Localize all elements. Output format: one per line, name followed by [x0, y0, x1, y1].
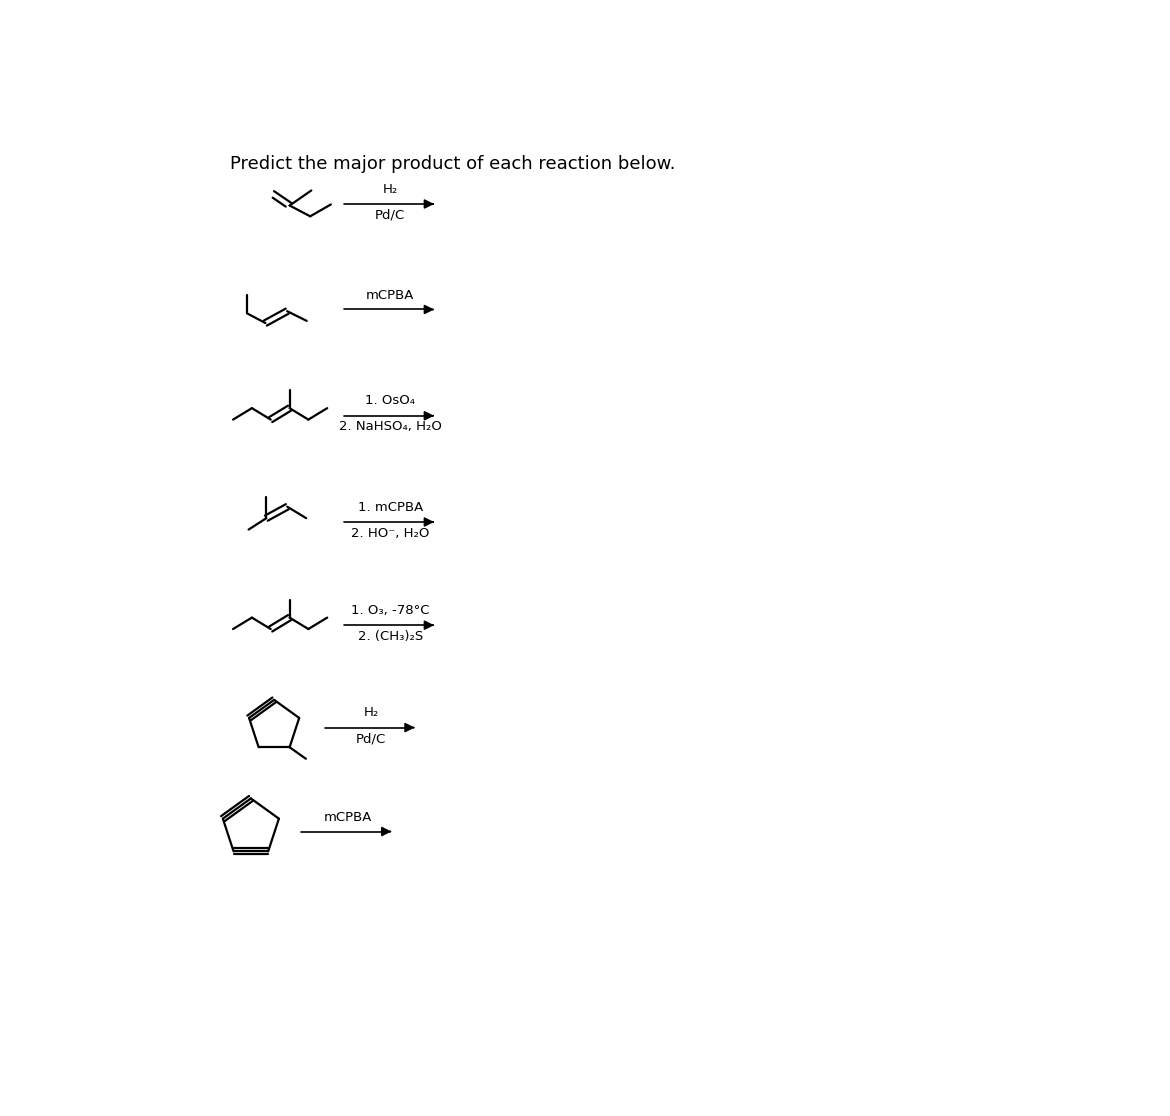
Text: 2. NaHSO₄, H₂O: 2. NaHSO₄, H₂O — [339, 421, 442, 433]
Text: 2. (CH₃)₂S: 2. (CH₃)₂S — [358, 629, 424, 643]
Text: Predict the major product of each reaction below.: Predict the major product of each reacti… — [230, 155, 675, 173]
Text: mCPBA: mCPBA — [366, 289, 414, 301]
Text: Pd/C: Pd/C — [356, 732, 386, 745]
Text: Pd/C: Pd/C — [376, 209, 406, 222]
Text: H₂: H₂ — [364, 706, 379, 719]
Text: 2. HO⁻, H₂O: 2. HO⁻, H₂O — [351, 527, 429, 540]
Text: H₂: H₂ — [383, 183, 398, 195]
Text: 1. OsO₄: 1. OsO₄ — [365, 394, 415, 407]
Text: 1. O₃, -78°C: 1. O₃, -78°C — [351, 604, 429, 617]
Text: 1. mCPBA: 1. mCPBA — [358, 501, 424, 513]
Text: mCPBA: mCPBA — [324, 811, 372, 824]
